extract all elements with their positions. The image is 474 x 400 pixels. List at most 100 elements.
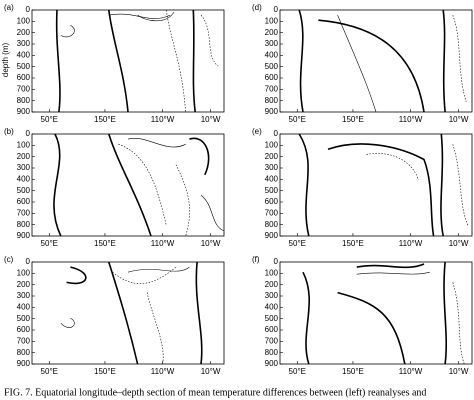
contour <box>452 14 467 102</box>
y-tick-label: 400 <box>265 174 279 183</box>
contour <box>337 14 377 113</box>
y-tick-label: 100 <box>17 268 31 277</box>
contour <box>327 143 435 237</box>
x-tick-label: 110°W <box>151 115 175 124</box>
y-tick-label: 500 <box>265 62 279 71</box>
panel: (c) 0 100 200 300 400 500 600 700 800 900 50°E 150°E… <box>4 255 225 376</box>
y-tick-label: 300 <box>17 291 31 300</box>
y-tick-label: 900 <box>265 231 279 240</box>
contour <box>452 282 465 365</box>
x-tick-label: 110°W <box>151 367 175 376</box>
y-tick-label: 100 <box>17 140 31 149</box>
contour <box>127 266 190 273</box>
contour <box>337 291 406 365</box>
panel: (a) 0 100 200 300 400 500 600 700 800 900 50°E 150°E… <box>4 3 225 124</box>
y-tick-label: 200 <box>17 152 31 161</box>
panel-frame <box>31 261 225 365</box>
y-tick-label: 700 <box>17 336 31 345</box>
x-tick-label: 110°W <box>399 367 423 376</box>
y-tick-label: 600 <box>265 73 279 82</box>
y-tick-label: 600 <box>17 197 31 206</box>
contour <box>298 9 304 113</box>
contour <box>200 194 225 232</box>
panel: (d) 0 100 200 300 400 500 600 700 800 900 50°E 150°E… <box>252 3 473 124</box>
contour <box>195 261 203 365</box>
y-tick-label: 500 <box>17 314 31 323</box>
y-tick-label: 0 <box>274 257 279 266</box>
x-tick-label: 150°E <box>94 367 116 376</box>
contour <box>146 292 164 365</box>
y-tick-label: 800 <box>17 220 31 229</box>
contour <box>175 164 190 237</box>
x-tick-label: 110°W <box>151 239 175 248</box>
x-tick-label: 10°W <box>449 115 469 124</box>
y-tick-label: 900 <box>17 359 31 368</box>
y-tick-label: 0 <box>274 5 279 14</box>
contour <box>443 261 448 365</box>
x-tick-label: 10°W <box>201 367 221 376</box>
contour <box>356 271 430 275</box>
contour <box>356 263 425 269</box>
y-tick-label: 600 <box>265 325 279 334</box>
x-tick-label: 10°W <box>201 115 221 124</box>
y-tick-label: 500 <box>17 62 31 71</box>
y-tick-label: 100 <box>17 16 31 25</box>
y-tick-label: 0 <box>274 129 279 138</box>
panel-frame <box>279 9 473 113</box>
y-tick-label: 400 <box>17 174 31 183</box>
x-tick-label: 50°E <box>289 239 306 248</box>
panel: (b) 0 100 200 300 400 500 600 700 800 900 50°E 150°E… <box>4 127 225 248</box>
contour <box>366 153 419 180</box>
y-tick-label: 200 <box>17 280 31 289</box>
y-tick-label: 400 <box>265 50 279 59</box>
panel-label: (d) <box>252 3 262 12</box>
panel-label: (b) <box>4 127 14 136</box>
contour <box>440 133 444 237</box>
y-tick-label: 800 <box>265 348 279 357</box>
contour <box>137 11 175 22</box>
contour <box>53 133 62 237</box>
contour <box>192 9 196 113</box>
contour <box>60 317 75 328</box>
x-tick-label: 50°E <box>41 115 58 124</box>
y-tick-label: 100 <box>265 268 279 277</box>
x-tick-label: 50°E <box>289 367 306 376</box>
contour <box>302 271 310 365</box>
contour <box>442 9 446 113</box>
panel: (e) 0 100 200 300 400 500 600 700 800 900 50°E 150°E… <box>252 127 473 248</box>
x-tick-label: 150°E <box>342 115 364 124</box>
y-tick-label: 200 <box>17 28 31 37</box>
y-tick-label: 500 <box>265 314 279 323</box>
y-tick-label: 600 <box>17 325 31 334</box>
y-tick-label: 400 <box>265 302 279 311</box>
y-tick-label: 200 <box>265 152 279 161</box>
y-tick-label: 600 <box>265 197 279 206</box>
contour <box>166 9 186 113</box>
y-tick-label: 0 <box>26 257 31 266</box>
y-tick-label: 300 <box>265 163 279 172</box>
x-tick-label: 50°E <box>41 239 58 248</box>
x-tick-label: 150°E <box>342 367 364 376</box>
y-tick-label: 900 <box>265 359 279 368</box>
contour <box>189 137 210 176</box>
contour <box>452 144 469 226</box>
panel-frame <box>279 261 473 365</box>
contour <box>108 261 139 365</box>
x-tick-label: 150°E <box>94 239 116 248</box>
x-tick-label: 10°W <box>449 367 469 376</box>
y-tick-label: 900 <box>17 107 31 116</box>
caption: FIG. 7. Equatorial longitude–depth secti… <box>4 387 426 398</box>
y-tick-label: 0 <box>26 129 31 138</box>
y-tick-label: 300 <box>265 291 279 300</box>
y-tick-label: 400 <box>17 50 31 59</box>
contour <box>298 133 310 237</box>
y-tick-label: 600 <box>17 73 31 82</box>
contour <box>127 137 186 148</box>
y-tick-label: 800 <box>17 96 31 105</box>
y-tick-label: 200 <box>265 28 279 37</box>
contour <box>108 133 152 237</box>
y-tick-label: 300 <box>265 39 279 48</box>
contour <box>318 19 425 113</box>
contour <box>118 143 167 226</box>
y-tick-label: 700 <box>265 84 279 93</box>
